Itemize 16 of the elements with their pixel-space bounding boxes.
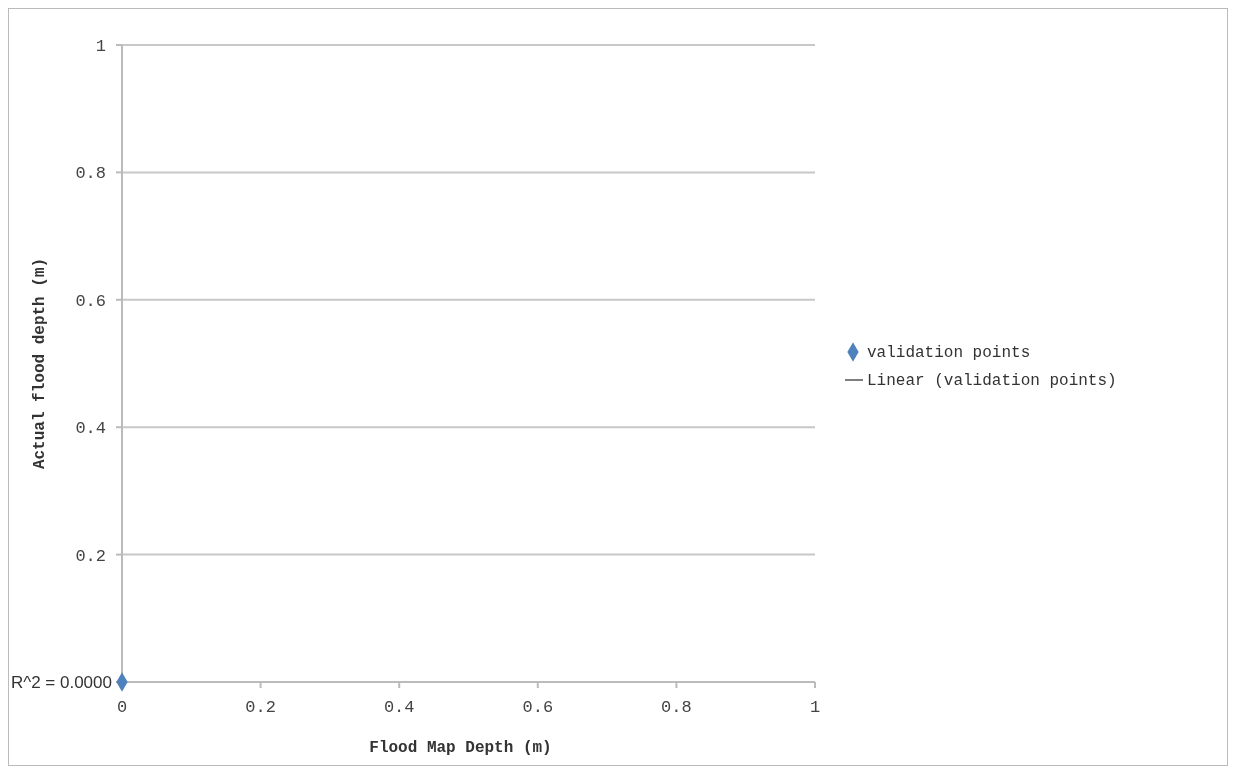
x-tick-label: 0 [116,698,128,717]
x-axis-title: Flood Map Depth (m) [369,739,552,757]
x-tick-label: 0.6 [522,698,554,717]
y-tick-label: 0.6 [75,291,106,311]
x-tick-label: 1 [809,698,821,717]
legend-label: validation points [867,344,1031,362]
y-tick-label: 0.2 [75,546,106,566]
legend-label: Linear (validation points) [867,372,1117,390]
x-tick-label: 0.4 [383,698,415,717]
x-tick-label: 0.8 [661,698,692,717]
text: R^2 = 0.0000 [10,673,112,692]
y-axis-title: Actual flood depth (m) [31,257,49,470]
y-tick-label: 0.8 [75,164,106,184]
y-tick-label: 1 [95,37,106,56]
y-tick-label: 0.4 [75,419,106,439]
x-tick-label: 0.2 [245,698,276,717]
